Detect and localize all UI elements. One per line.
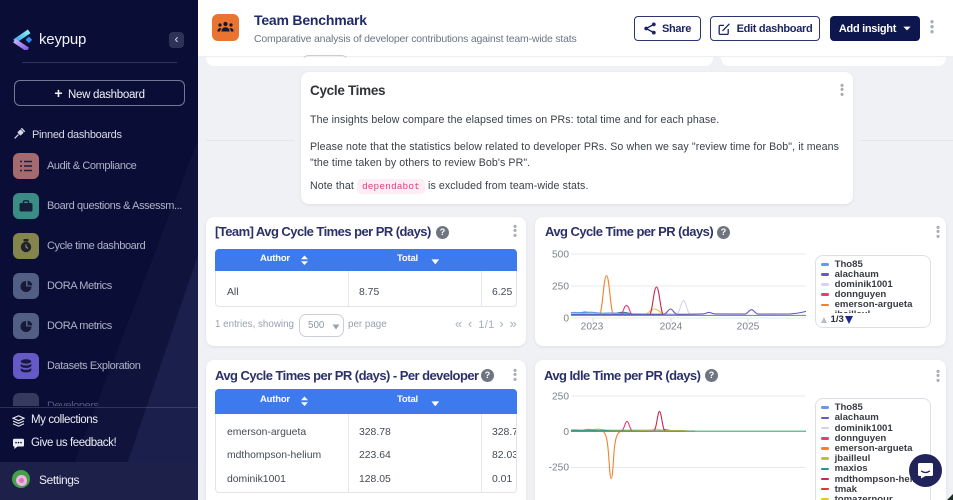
- svg-text:2025: 2025: [737, 322, 760, 333]
- svg-text:2024: 2024: [660, 322, 683, 333]
- svg-text:250: 250: [552, 282, 569, 293]
- svg-text:0: 0: [563, 427, 569, 438]
- svg-text:-250: -250: [549, 463, 570, 474]
- svg-text:500: 500: [552, 250, 569, 261]
- svg-text:0: 0: [563, 314, 569, 325]
- svg-text:2023: 2023: [581, 322, 604, 333]
- svg-text:250: 250: [552, 392, 569, 403]
